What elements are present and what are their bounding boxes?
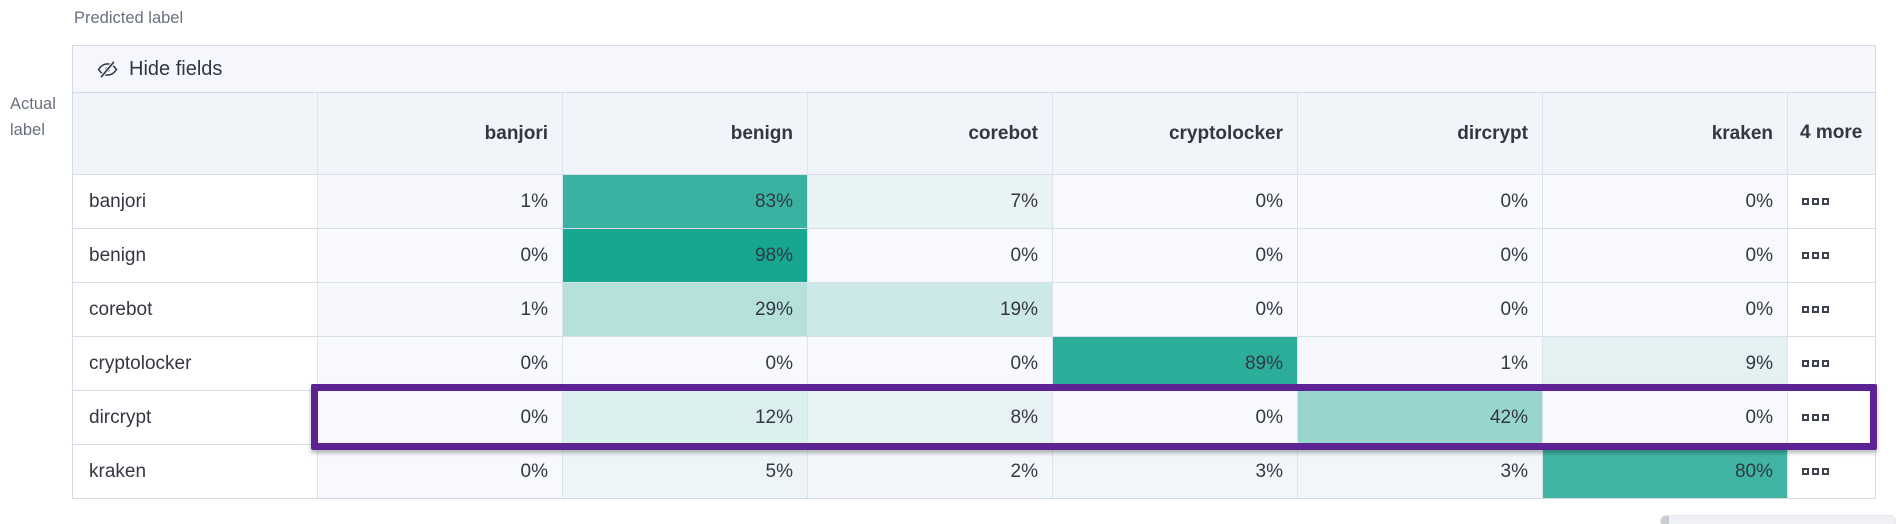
header-corner-cell [73,93,317,174]
eye-closed-icon [97,59,118,79]
confusion-matrix-table: Hide fields banjori benign corebot cryptolo… [72,45,1877,499]
heatmap-cell-benign-corebot: 0% [807,229,1052,282]
column-header-corebot[interactable]: corebot [807,93,1052,174]
heatmap-cell-benign-dircrypt: 0% [1297,229,1542,282]
matrix-row-banjori: banjori 1% 83% 7% 0% 0% 0% [73,174,1875,228]
row-more-cell-corebot [1787,283,1875,336]
matrix-row-benign: benign 0% 98% 0% 0% 0% 0% [73,228,1875,282]
heatmap-cell-cryptolocker-kraken: 9% [1542,337,1787,390]
heatmap-cell-kraken-banjori: 0% [317,445,562,498]
heatmap-cell-dircrypt-benign: 12% [562,391,807,444]
heatmap-cell-kraken-cryptolocker: 3% [1052,445,1297,498]
heatmap-cell-benign-cryptolocker: 0% [1052,229,1297,282]
heatmap-cell-cryptolocker-banjori: 0% [317,337,562,390]
heatmap-cell-dircrypt-cryptolocker: 0% [1052,391,1297,444]
horizontal-scrollbar[interactable] [1660,515,1896,524]
row-label-corebot: corebot [73,283,317,336]
row-label-kraken: kraken [73,445,317,498]
matrix-grid: banjori benign corebot cryptolocker dircrypt… [73,93,1875,498]
heatmap-cell-corebot-corebot: 19% [807,283,1052,336]
column-header-kraken[interactable]: kraken [1542,93,1787,174]
heatmap-cell-cryptolocker-cryptolocker: 89% [1052,337,1297,390]
heatmap-cell-banjori-dircrypt: 0% [1297,175,1542,228]
row-more-cell-banjori [1787,175,1875,228]
column-header-cryptolocker[interactable]: cryptolocker [1052,93,1297,174]
heatmap-cell-benign-kraken: 0% [1542,229,1787,282]
more-actions-icon[interactable] [1802,252,1829,259]
actual-axis-label: Actual label [10,95,56,139]
matrix-row-corebot: corebot 1% 29% 19% 0% 0% 0% [73,282,1875,336]
scrollbar-thumb [1661,516,1669,524]
column-header-banjori[interactable]: banjori [317,93,562,174]
matrix-row-dircrypt: dircrypt 0% 12% 8% 0% 42% 0% [73,390,1875,444]
row-more-cell-dircrypt [1787,391,1875,444]
heatmap-cell-cryptolocker-dircrypt: 1% [1297,337,1542,390]
heatmap-cell-kraken-kraken: 80% [1542,445,1787,498]
heatmap-cell-benign-benign: 98% [562,229,807,282]
heatmap-cell-banjori-kraken: 0% [1542,175,1787,228]
more-actions-icon[interactable] [1802,360,1829,367]
heatmap-cell-banjori-cryptolocker: 0% [1052,175,1297,228]
column-header-dircrypt[interactable]: dircrypt [1297,93,1542,174]
heatmap-cell-corebot-dircrypt: 0% [1297,283,1542,336]
heatmap-cell-corebot-cryptolocker: 0% [1052,283,1297,336]
row-more-cell-benign [1787,229,1875,282]
more-actions-icon[interactable] [1802,468,1829,475]
heatmap-cell-kraken-corebot: 2% [807,445,1052,498]
matrix-row-kraken: kraken 0% 5% 2% 3% 3% 80% [73,444,1875,498]
row-more-cell-kraken [1787,445,1875,498]
heatmap-cell-cryptolocker-benign: 0% [562,337,807,390]
heatmap-cell-banjori-banjori: 1% [317,175,562,228]
heatmap-cell-dircrypt-corebot: 8% [807,391,1052,444]
row-more-cell-cryptolocker [1787,337,1875,390]
hide-fields-label: Hide fields [129,57,223,80]
more-actions-icon[interactable] [1802,198,1829,205]
matrix-row-cryptolocker: cryptolocker 0% 0% 0% 89% 1% 9% [73,336,1875,390]
row-label-banjori: banjori [73,175,317,228]
column-header-benign[interactable]: benign [562,93,807,174]
heatmap-cell-corebot-kraken: 0% [1542,283,1787,336]
heatmap-cell-dircrypt-kraken: 0% [1542,391,1787,444]
heatmap-cell-kraken-benign: 5% [562,445,807,498]
more-actions-icon[interactable] [1802,306,1829,313]
datagrid-toolbar: Hide fields [73,46,1875,93]
hide-fields-button[interactable]: Hide fields [96,58,222,81]
matrix-header-row: banjori benign corebot cryptolocker dircrypt… [73,93,1875,174]
heatmap-cell-kraken-dircrypt: 3% [1297,445,1542,498]
more-actions-icon[interactable] [1802,414,1829,421]
heatmap-cell-corebot-benign: 29% [562,283,807,336]
column-header-more[interactable]: 4 more [1787,93,1875,174]
heatmap-cell-dircrypt-dircrypt: 42% [1297,391,1542,444]
heatmap-cell-banjori-corebot: 7% [807,175,1052,228]
row-label-cryptolocker: cryptolocker [73,337,317,390]
heatmap-cell-benign-banjori: 0% [317,229,562,282]
heatmap-cell-corebot-banjori: 1% [317,283,562,336]
heatmap-cell-cryptolocker-corebot: 0% [807,337,1052,390]
row-label-benign: benign [73,229,317,282]
heatmap-cell-dircrypt-banjori: 0% [317,391,562,444]
predicted-axis-label: Predicted label [74,9,184,27]
row-label-dircrypt: dircrypt [73,391,317,444]
heatmap-cell-banjori-benign: 83% [562,175,807,228]
